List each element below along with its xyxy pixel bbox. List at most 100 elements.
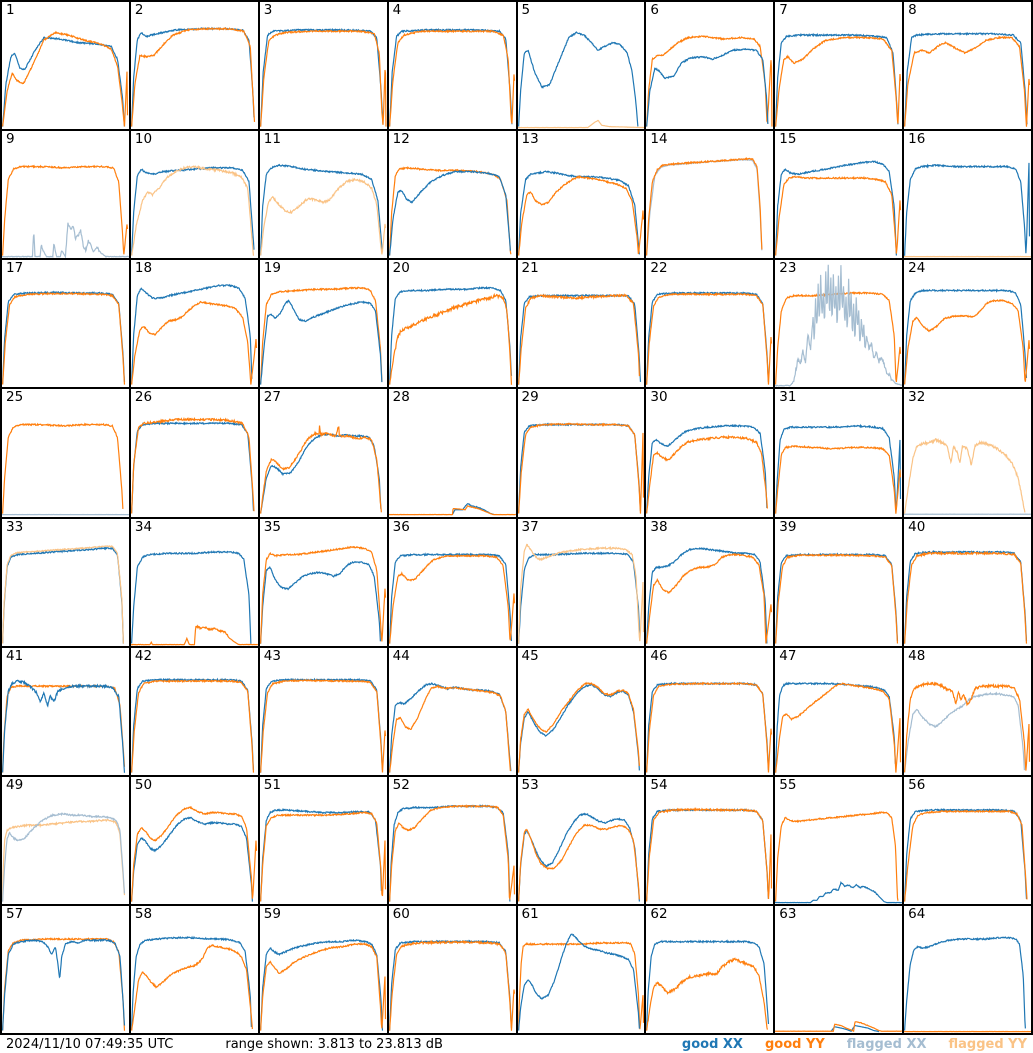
panel-50: 50 xyxy=(130,776,260,906)
panel-number: 56 xyxy=(908,776,926,793)
panel-12: 12 xyxy=(388,131,518,261)
series-yy xyxy=(259,811,386,902)
series-yy xyxy=(130,805,257,902)
bandpass-plot xyxy=(130,549,258,645)
series-yy xyxy=(775,445,902,515)
bandpass-plot xyxy=(388,166,512,256)
series-xx xyxy=(904,32,1028,127)
bandpass-plot xyxy=(2,811,126,902)
bandpass-plot xyxy=(517,933,644,1031)
series-xx xyxy=(130,549,252,644)
series-yy xyxy=(130,26,255,127)
bandpass-plot xyxy=(259,938,386,1031)
series-yy xyxy=(775,1021,903,1032)
bandpass-plot xyxy=(646,35,773,127)
series-yy xyxy=(2,292,126,385)
series-fxx xyxy=(904,691,1026,773)
bandpass-plot xyxy=(904,163,1031,258)
series-yy xyxy=(646,552,773,644)
panel-1: 1 xyxy=(2,2,131,132)
series-xx xyxy=(388,286,512,385)
bandpass-plot xyxy=(388,286,512,386)
panel-26: 26 xyxy=(130,389,260,519)
series-xx xyxy=(517,31,638,127)
series-xx xyxy=(517,812,640,902)
series-xx xyxy=(388,170,511,256)
panel-38: 38 xyxy=(646,518,776,648)
panel-54: 54 xyxy=(646,776,776,906)
bandpass-plot xyxy=(259,807,386,902)
panel-17: 17 xyxy=(2,260,131,390)
panel-40: 40 xyxy=(904,518,1033,648)
panel-number: 43 xyxy=(263,647,281,664)
panel-number: 34 xyxy=(134,518,153,535)
panel-48: 48 xyxy=(904,647,1033,777)
panel-61: 61 xyxy=(517,905,647,1035)
series-yy xyxy=(388,293,512,386)
panel-37: 37 xyxy=(517,518,647,648)
series-xx xyxy=(130,166,255,256)
series-yy xyxy=(130,943,253,1031)
series-yy xyxy=(646,806,773,902)
panel-56: 56 xyxy=(904,776,1033,906)
series-yy xyxy=(2,164,129,256)
series-yy xyxy=(259,545,386,644)
panel-number: 24 xyxy=(908,260,926,277)
panel-number: 37 xyxy=(521,518,539,535)
panel-58: 58 xyxy=(130,905,260,1035)
panel-45: 45 xyxy=(517,647,647,777)
legend-good-yy: good YY xyxy=(764,1036,825,1052)
bandpass-plot xyxy=(775,160,902,256)
panel-number: 38 xyxy=(650,518,668,535)
series-xx xyxy=(775,880,903,904)
panel-number: 11 xyxy=(263,131,281,148)
bandpass-plot xyxy=(775,681,902,773)
series-xx xyxy=(130,935,252,1031)
panel-number: 41 xyxy=(6,647,24,664)
bandpass-plot xyxy=(259,163,386,256)
series-xx xyxy=(259,163,383,256)
series-yy xyxy=(259,942,386,1031)
panel-number: 59 xyxy=(263,905,281,922)
panel-7: 7 xyxy=(775,2,905,132)
panel-3: 3 xyxy=(259,2,389,132)
bandpass-plot xyxy=(388,503,516,516)
series-yy xyxy=(646,157,763,256)
series-yy xyxy=(517,175,644,256)
bandpass-plot xyxy=(517,812,640,902)
bandpass-plot xyxy=(2,544,124,644)
panel-41: 41 xyxy=(2,647,131,777)
bandpass-plot xyxy=(904,549,1028,644)
panel-number: 25 xyxy=(6,389,24,406)
bandpass-plot xyxy=(130,805,257,902)
panel-63: 63 xyxy=(775,905,905,1035)
series-yy xyxy=(388,939,515,1031)
series-xx xyxy=(646,681,770,773)
panel-32: 32 xyxy=(904,389,1033,519)
series-yy xyxy=(388,553,515,644)
panel-number: 10 xyxy=(134,131,153,148)
panel-number: 58 xyxy=(134,905,153,922)
panel-9: 9 xyxy=(2,131,131,261)
series-xx xyxy=(775,32,899,127)
series-xx xyxy=(388,27,513,127)
series-xx xyxy=(904,288,1028,385)
series-xx xyxy=(904,163,1031,256)
panel-59: 59 xyxy=(259,905,389,1035)
bandpass-plot xyxy=(904,680,1031,773)
series-xx xyxy=(517,170,640,256)
bandpass-plot xyxy=(646,546,773,644)
panel-number: 14 xyxy=(650,131,668,148)
panel-number: 20 xyxy=(392,260,410,277)
bandpass-plot xyxy=(130,26,255,127)
panel-27: 27 xyxy=(259,389,389,519)
series-yy xyxy=(775,175,902,256)
panel-number: 9 xyxy=(6,131,15,148)
panel-number: 3 xyxy=(263,2,273,18)
panel-number: 39 xyxy=(779,518,797,535)
series-yy xyxy=(904,680,1031,772)
series-yy xyxy=(646,957,769,1031)
panel-number: 49 xyxy=(6,776,24,793)
panel-number: 23 xyxy=(779,260,797,277)
bandpass-plot xyxy=(130,165,255,256)
